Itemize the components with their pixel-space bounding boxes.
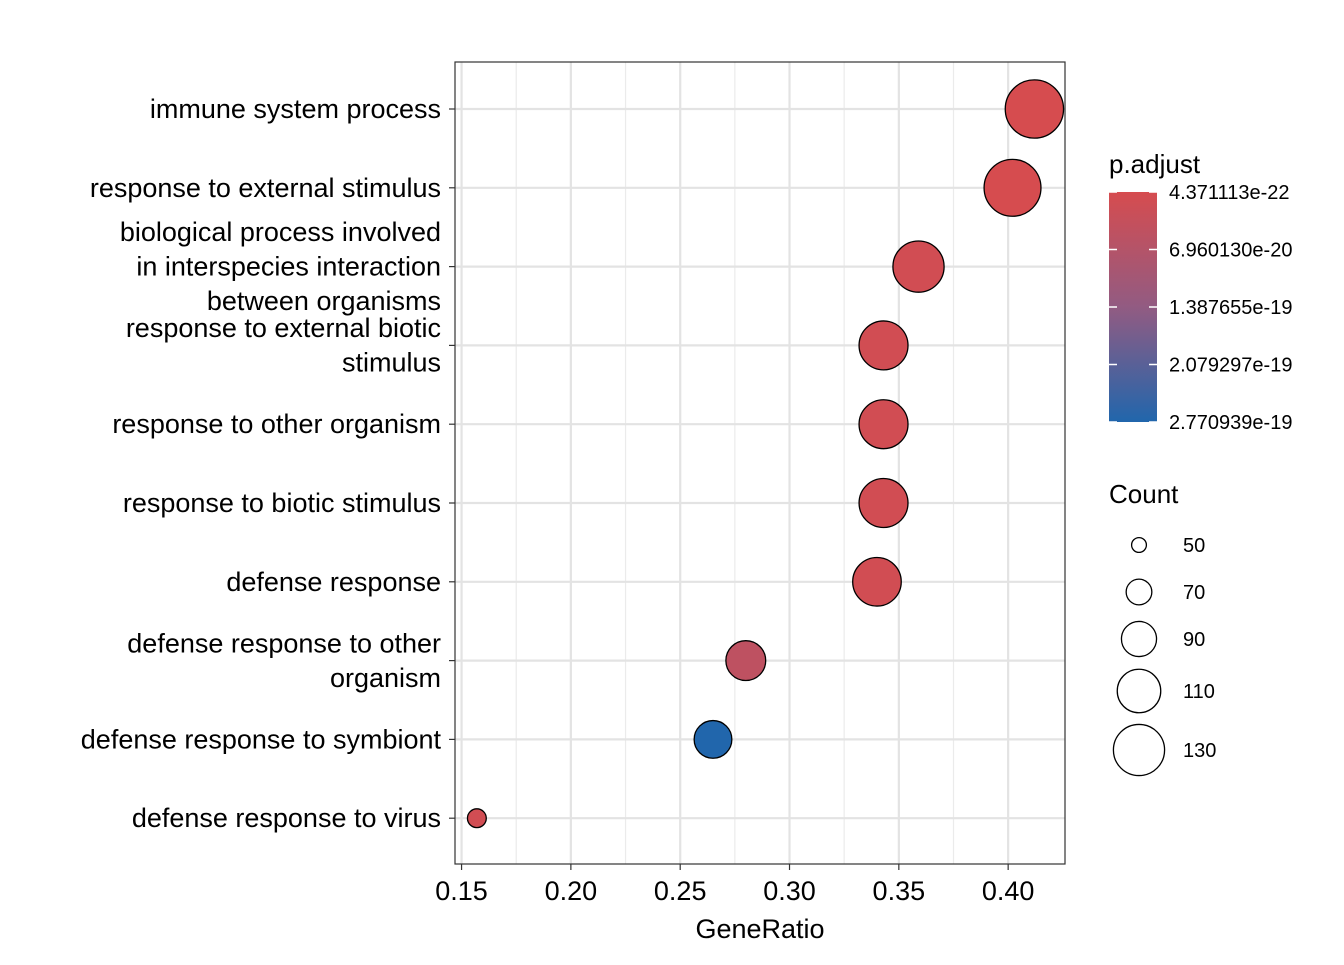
legend-p-adjust-label: 4.371113e-22 — [1169, 182, 1289, 204]
legend-count-circle — [1116, 668, 1162, 714]
legend-p-adjust-title: p.adjust — [1109, 149, 1201, 179]
legend-count-label: 50 — [1183, 535, 1205, 557]
legend-p-adjust: p.adjust 4.371113e-22 6.960130e-20 1.38765… — [1109, 149, 1292, 434]
x-axis-tick-label: 0.40 — [982, 876, 1035, 906]
legend-count-circle — [1120, 620, 1158, 658]
legend-count-title: Count — [1109, 479, 1179, 509]
data-point — [858, 320, 909, 371]
y-axis-label-line: in interspecies interaction — [136, 252, 441, 282]
legend-p-adjust-label: 2.770939e-19 — [1169, 412, 1292, 434]
y-axis-label-line: defense response — [226, 567, 441, 597]
data-point — [858, 399, 909, 450]
x-axis-tick-label: 0.15 — [435, 876, 488, 906]
x-axis-title: GeneRatio — [695, 914, 824, 944]
legend-count-label: 130 — [1183, 740, 1216, 762]
y-axis-label: defense response to symbiont — [81, 724, 442, 754]
legend-count-circle — [1130, 536, 1148, 554]
y-axis-label-line: response to biotic stimulus — [123, 488, 441, 518]
data-point — [892, 240, 945, 293]
x-axis: 0.15 0.20 0.25 0.30 0.35 0.40 — [435, 864, 1034, 906]
x-axis-tick-label: 0.25 — [654, 876, 707, 906]
legend-count-label: 70 — [1183, 582, 1205, 604]
y-axis-label-line: defense response to other — [127, 628, 441, 658]
data-point — [983, 158, 1042, 217]
y-axis-label-line: defense response to virus — [132, 803, 441, 833]
x-axis-tick-label: 0.35 — [873, 876, 926, 906]
y-axis-label: biological process involved in interspeci… — [120, 217, 441, 316]
legend-p-adjust-label: 6.960130e-20 — [1169, 240, 1292, 262]
legend-count-label: 110 — [1183, 681, 1215, 703]
y-axis-label-line: immune system process — [150, 94, 441, 124]
y-axis-label-line: between organisms — [207, 286, 441, 316]
x-axis-tick-label: 0.20 — [545, 876, 598, 906]
panel-border — [454, 61, 1066, 865]
data-point — [852, 556, 902, 607]
panel-background — [455, 62, 1065, 864]
y-axis-label-line: organism — [330, 663, 441, 693]
data-point — [1004, 79, 1065, 139]
y-axis-label-line: defense response to symbiont — [81, 724, 442, 754]
legend-p-adjust-label: 2.079297e-19 — [1169, 355, 1292, 377]
y-axis-label: defense response to other organism — [127, 628, 441, 693]
y-axis-label-line: stimulus — [342, 348, 441, 378]
y-axis-label-line: response to external biotic — [126, 313, 441, 343]
data-point — [466, 808, 487, 829]
data-point — [725, 640, 767, 682]
y-axis-label-line: response to other organism — [112, 409, 441, 439]
data-point — [693, 719, 733, 759]
y-axis: immune system process response to externa… — [81, 94, 455, 833]
y-axis-label: defense response — [226, 567, 441, 597]
y-axis-label: response to external stimulus — [90, 173, 441, 203]
data-points — [466, 79, 1065, 829]
legend-count: Count 50 70 90 110 130 — [1109, 479, 1216, 777]
y-axis-label-line: biological process involved — [120, 217, 441, 247]
legend-p-adjust-label: 1.387655e-19 — [1169, 297, 1292, 319]
y-axis-label: immune system process — [150, 94, 441, 124]
y-axis-label: response to biotic stimulus — [123, 488, 441, 518]
data-point — [858, 477, 909, 529]
y-axis-label-line: response to external stimulus — [90, 173, 441, 203]
legend-count-circle — [1112, 723, 1166, 777]
y-axis-label: response to external biotic stimulus — [126, 313, 441, 378]
legend-count-label: 90 — [1183, 629, 1205, 651]
x-axis-tick-label: 0.30 — [763, 876, 816, 906]
y-axis-label: defense response to virus — [132, 803, 441, 833]
y-axis-label: response to other organism — [112, 409, 441, 439]
legend-count-circle — [1125, 578, 1153, 606]
